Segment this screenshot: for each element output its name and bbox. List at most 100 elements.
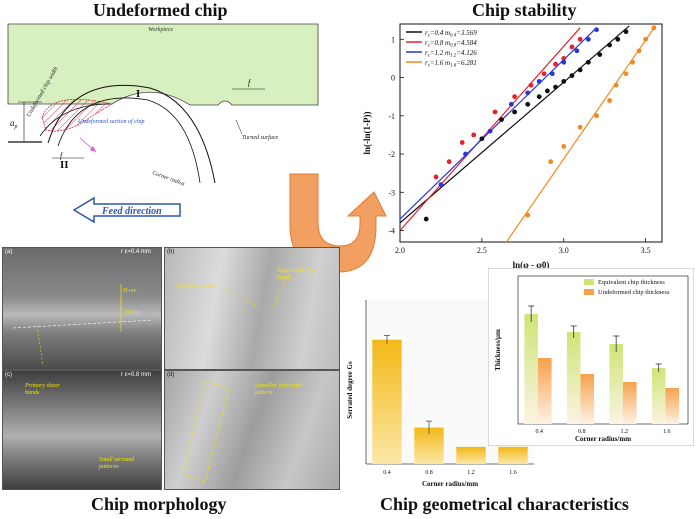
undeformed-section-label: Undeformed section of chip	[78, 118, 145, 125]
stability-point-3	[623, 71, 629, 77]
sem-tag-d: (d)	[167, 372, 175, 378]
stability-legend-label-0: rε=0.4 m0.4=3.569	[425, 29, 477, 39]
sem-anno-hmax: H max	[125, 310, 141, 316]
stability-ytick-label: -4	[388, 227, 395, 236]
stability-point-1	[446, 159, 452, 165]
corner-radius-label: Corner radius	[151, 170, 186, 188]
sem-tag-b: (b)	[167, 249, 175, 255]
stability-point-1	[433, 174, 439, 180]
workpiece-region	[7, 23, 319, 106]
stability-xtick-label: 3.5	[641, 246, 651, 255]
thickness-xtick-label: 0.4	[536, 429, 544, 435]
stability-point-3	[630, 59, 635, 65]
stability-point-1	[459, 140, 465, 145]
stability-point-3	[548, 159, 554, 165]
thickness-legend-label-0: Equivalent chip thickness	[598, 279, 665, 286]
sem-panel-d: (d) Lamellar fish-scale pattern	[164, 370, 340, 490]
stability-point-1	[471, 132, 477, 138]
stability-point-0	[512, 109, 518, 115]
thickness-chart: 0.4 0.8 1.2 1.6 Equivalent chip thickness Un…	[488, 268, 694, 446]
stability-point-0	[615, 36, 621, 42]
serrated-bar-0	[372, 339, 402, 464]
stability-point-1	[528, 82, 534, 88]
stability-legend-label-1: rε=0.8 m0.8=4.584	[425, 39, 477, 49]
stability-xtick-label: 3.0	[559, 246, 569, 255]
stability-point-1	[541, 71, 547, 77]
roman-one-label: I	[136, 88, 140, 100]
chip-stability-chart: 2.0 2.5 3.0 3.5 1 0 -1 -2 -3 -4 ln(-ln(1-P)) ln(φ…	[362, 23, 663, 270]
thickness-legend-swatch-1	[584, 289, 594, 295]
thickness-ylabel: Thickness/μm	[494, 329, 502, 371]
title-chip-morphology: Chip morphology	[91, 494, 227, 514]
sem-anno-small: Small serrated patterns	[99, 457, 135, 470]
serrated-bar-3	[498, 446, 528, 464]
stability-point-0	[536, 94, 542, 100]
sem-label-c: r ε=0.8 mm	[121, 372, 151, 378]
stability-point-2	[508, 101, 514, 107]
serrated-xlabel: Corner radius/mm	[422, 480, 478, 488]
stability-ytick-label: -3	[388, 188, 395, 197]
thickness-bar-0-2	[609, 344, 623, 424]
stability-point-3	[607, 98, 612, 103]
stability-point-3	[577, 124, 583, 130]
sem-anno-lamellar: Lamellar fish-scale pattern	[255, 383, 302, 396]
f-label-right: f	[248, 78, 252, 87]
stability-fit-line-0	[399, 25, 630, 224]
sem-anno-hrev: H rev	[123, 288, 137, 294]
stability-point-2	[585, 36, 591, 42]
thickness-xlabel: Corner radius/mm	[575, 435, 631, 443]
stability-point-3	[613, 82, 619, 88]
sem-panel-c: (c) r ε=0.8 mm Primary shear bands Small…	[2, 370, 162, 490]
stability-point-0	[623, 29, 629, 35]
stability-ytick-label: 0	[391, 74, 395, 83]
stability-ytick-label: 1	[391, 35, 395, 44]
sem-panel-b: (b) Radiating ridges Segmented chip band…	[164, 247, 340, 370]
stability-point-0	[569, 73, 575, 79]
stability-point-2	[487, 128, 493, 134]
stability-point-0	[525, 101, 531, 107]
stability-point-2	[549, 71, 555, 77]
stability-point-2	[594, 27, 599, 33]
thickness-bar-0-0	[524, 314, 538, 424]
stability-point-3	[561, 143, 567, 149]
thickness-xtick-label: 1.2	[621, 429, 629, 435]
stability-point-0	[607, 42, 612, 48]
stability-xlabel: ln(φ - φ0)	[513, 260, 550, 270]
stability-point-3	[594, 113, 599, 119]
stability-point-0	[479, 136, 485, 142]
sem-tag-a: (a)	[5, 249, 13, 255]
thickness-bar-1-3	[665, 388, 680, 424]
thickness-bar-0-3	[651, 368, 666, 424]
workpiece-label: Workpiece	[148, 27, 173, 33]
stability-point-0	[561, 78, 567, 84]
f-label-left: f	[60, 151, 64, 160]
stability-point-1	[561, 56, 567, 61]
serrated-xtick-label: 0.4	[383, 470, 391, 476]
stability-point-3	[651, 25, 657, 31]
sem-anno-primary: Primary shear bands	[25, 383, 60, 396]
sem-anno-segmented: Segmented chip bands	[277, 268, 315, 281]
stability-xtick-label: 2.0	[395, 246, 405, 255]
stability-point-0	[499, 117, 504, 123]
thickness-bar-1-1	[580, 374, 595, 424]
stability-point-1	[512, 94, 518, 100]
roman-two-label: II	[60, 159, 69, 171]
serrated-xtick-label: 1.2	[467, 470, 475, 476]
serrated-xtick-label: 1.6	[509, 470, 517, 476]
sem-anno-radiating: Radiating ridges	[177, 284, 218, 290]
stability-point-2	[561, 59, 567, 65]
title-chip-stability: Chip stability	[472, 0, 577, 20]
title-chip-geometrical: Chip geometrical characteristics	[380, 494, 629, 514]
stability-point-2	[525, 90, 531, 96]
serrated-bar-2	[456, 446, 486, 464]
stability-point-2	[536, 78, 542, 84]
stability-point-0	[553, 84, 558, 90]
sem-tag-c: (c)	[5, 372, 12, 378]
thickness-legend-swatch-0	[584, 279, 594, 285]
stability-point-2	[574, 48, 580, 54]
stability-point-1	[577, 36, 583, 42]
feed-direction-arrow: Feed direction	[72, 196, 181, 224]
ap-label: ap	[10, 118, 18, 130]
stability-point-3	[636, 48, 642, 54]
stability-point-1	[492, 109, 498, 115]
